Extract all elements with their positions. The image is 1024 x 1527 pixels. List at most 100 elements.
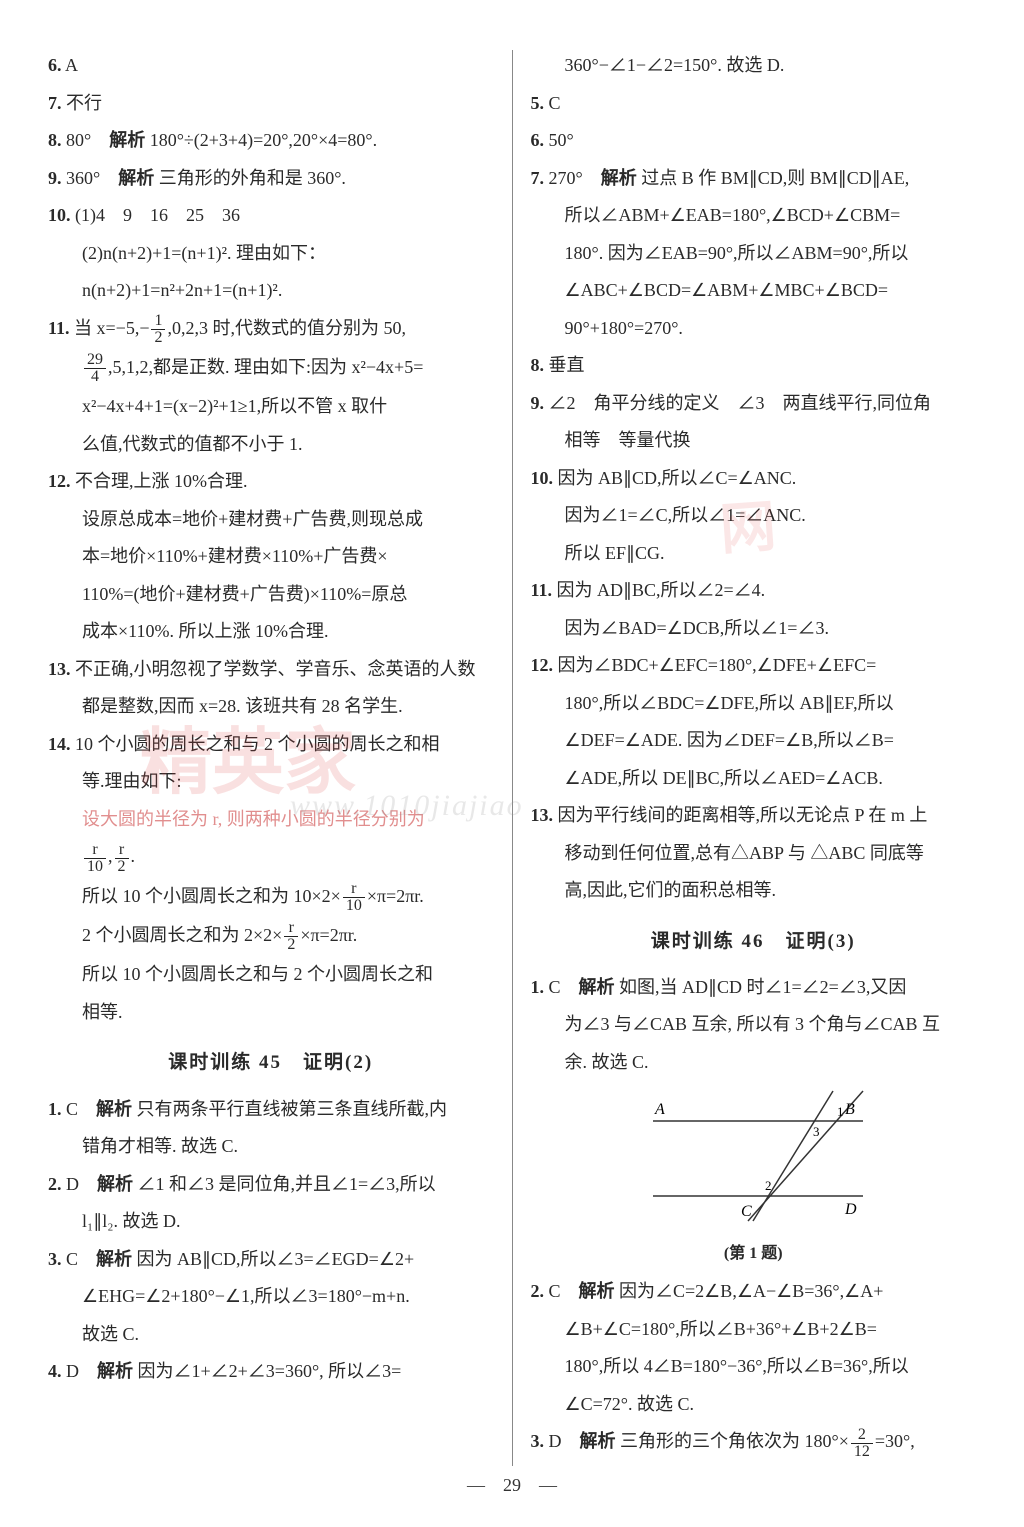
c: . [131,846,136,866]
q14-l6: 2 个小圆周长之和为 2×2×r2×π=2πr. [48,920,494,953]
rq13: 13. 因为平行线间的距离相等,所以无论点 P 在 m 上 [531,800,977,832]
qnum: 8. [531,355,545,375]
q14-l8: 相等. [48,997,494,1029]
section-45-title: 课时训练 45 证明(2) [48,1046,494,1079]
geometry-diagram: A B C D 1 2 3 [613,1086,893,1236]
t: ,0,2,3 时,代数式的值分别为 50, [167,318,406,338]
page-footer: — 29 — [0,1470,1024,1502]
qnum: 11. [531,580,553,600]
q10-l2: (2)n(n+2)+1=(n+1)². 理由如下： [48,238,494,270]
q9: 9. 360° 解析 三角形的外角和是 360°. [48,163,494,195]
frac-r2b: r2 [284,920,298,953]
q10-l3: n(n+2)+1=n²+2n+1=(n+1)². [48,275,494,307]
l: 因为 AB∥CD,所以∠C=∠ANC. [558,468,797,488]
ans: C [549,1281,561,1301]
p45q3: 3. C 解析 因为 AB∥CD,所以∠3=∠EGD=∠2+ [48,1244,494,1276]
q11: 11. 当 x=−5,−12,0,2,3 时,代数式的值分别为 50, [48,313,494,346]
qnum: 6. [48,55,62,75]
qnum: 3. [531,1431,545,1451]
q13-l2: 都是整数,因而 x=28. 该班共有 28 名学生. [48,691,494,723]
ans: 垂直 [549,355,585,375]
t: ,5,1,2,都是正数. 理由如下:因为 x²−4x+5= [108,357,423,377]
p45q3-l2: ∠EHG=∠2+180°−∠1,所以∠3=180°−m+n. [48,1281,494,1313]
l: (1)4 9 16 25 36 [75,205,240,225]
rq11-l2: 因为∠BAD=∠DCB,所以∠1=∠3. [531,613,977,645]
q11-l4: 么值,代数式的值都不小于 1. [48,429,494,461]
rq10-l3: 所以 EF∥CG. [531,538,977,570]
fd: 2 [115,859,129,875]
lblC: C [741,1203,752,1220]
q6: 6. A [48,50,494,82]
qnum: 11. [48,318,70,338]
l: 不正确,小明忽视了学数学、学音乐、念英语的人数 [75,659,476,679]
l: 只有两条平行直线被第三条直线所截,内 [137,1099,448,1119]
ans: C [66,1249,78,1269]
qnum: 9. [531,393,545,413]
anal: 解析 [96,1099,132,1119]
anal: 解析 [118,168,154,188]
anal: 解析 [579,977,615,997]
p46q2-l4: ∠C=72°. 故选 C. [531,1389,977,1421]
q14-l7: 所以 10 个小圆周长之和与 2 个小圆周长之和 [48,959,494,991]
ans: C [66,1099,78,1119]
fn: 2 [851,1427,873,1444]
ans: D [66,1361,79,1381]
rq12-l2: 180°,所以∠BDC=∠DFE,所以 AB∥EF,所以 [531,688,977,720]
rq7-l4: ∠ABC+∠BCD=∠ABM+∠MBC+∠BCD= [531,275,977,307]
rq8: 8. 垂直 [531,350,977,382]
rq7-l5: 90°+180°=270°. [531,313,977,345]
anal: 解析 [580,1431,616,1451]
l: ∠2 角平分线的定义 ∠3 两直线平行,同位角 [549,393,932,413]
diagram-caption: (第 1 题) [531,1240,977,1268]
ans: 270° [549,168,583,188]
rq12: 12. 因为∠BDC+∠EFC=180°,∠DFE+∠EFC= [531,650,977,682]
qnum: 4. [48,1361,62,1381]
q12-l5: 成本×110%. 所以上涨 10%合理. [48,616,494,648]
qnum: 1. [531,977,545,997]
l: 因为平行线间的距离相等,所以无论点 P 在 m 上 [558,805,928,825]
fd: 10 [343,898,365,914]
qnum: 5. [531,93,545,113]
l: 过点 B 作 BM∥CD,则 BM∥CD∥AE, [641,168,909,188]
t: 当 x=−5,− [74,318,149,338]
rq9: 9. ∠2 角平分线的定义 ∠3 两直线平行,同位角 [531,388,977,420]
lbl2: 2 [765,1178,772,1193]
q12-l2: 设原总成本=地价+建材费+广告费,则现总成 [48,504,494,536]
p45q1: 1. C 解析 只有两条平行直线被第三条直线所截,内 [48,1094,494,1126]
rq10: 10. 因为 AB∥CD,所以∠C=∠ANC. [531,463,977,495]
body: 三角形的外角和是 360°. [159,168,346,188]
lblB: B [845,1101,855,1118]
rq11: 11. 因为 AD∥BC,所以∠2=∠4. [531,575,977,607]
rq12-l4: ∠ADE,所以 DE∥BC,所以∠AED=∠ACB. [531,763,977,795]
q13: 13. 不正确,小明忽视了学数学、学音乐、念英语的人数 [48,654,494,686]
qnum: 10. [48,205,71,225]
qnum: 3. [48,1249,62,1269]
fd: 12 [851,1444,873,1460]
lbl3: 3 [813,1124,820,1139]
qnum: 1. [48,1099,62,1119]
frac-r10: r10 [84,842,106,875]
t: ×π=2πr. [367,886,424,906]
ans: 360° [66,168,100,188]
ans: D [66,1174,79,1194]
rq7-l3: 180°. 因为∠EAB=90°,所以∠ABM=90°,所以 [531,238,977,270]
l: ∠1 和∠3 是同位角,并且∠1=∠3,所以 [138,1174,436,1194]
ans: 80° [66,130,91,150]
c: , [108,846,113,866]
body: 180°÷(2+3+4)=20°,20°×4=80°. [150,130,377,150]
frac-half: 12 [151,313,165,346]
q10: 10. (1)4 9 16 25 36 [48,200,494,232]
p46q2: 2. C 解析 因为∠C=2∠B,∠A−∠B=36°,∠A+ [531,1276,977,1308]
t: 2 个小圆周长之和为 2×2× [82,925,282,945]
l: 10 个小圆的周长之和与 2 个小圆的周长之和相 [75,734,440,754]
fn: r [115,842,129,859]
watermark-url: www.1010jiajiao [290,780,524,833]
rq12-l3: ∠DEF=∠ADE. 因为∠DEF=∠B,所以∠B= [531,725,977,757]
cont-line: 360°−∠1−∠2=150°. 故选 D. [531,50,977,82]
qnum: 6. [531,130,545,150]
ans: D [549,1431,562,1451]
qnum: 7. [531,168,545,188]
l: 如图,当 AD∥CD 时∠1=∠2=∠3,又因 [619,977,906,997]
q14-l5: 所以 10 个小圆周长之和为 10×2×r10×π=2πr. [48,881,494,914]
q11-l3: x²−4x+4+1=(x−2)²+1≥1,所以不管 x 取什 [48,391,494,423]
